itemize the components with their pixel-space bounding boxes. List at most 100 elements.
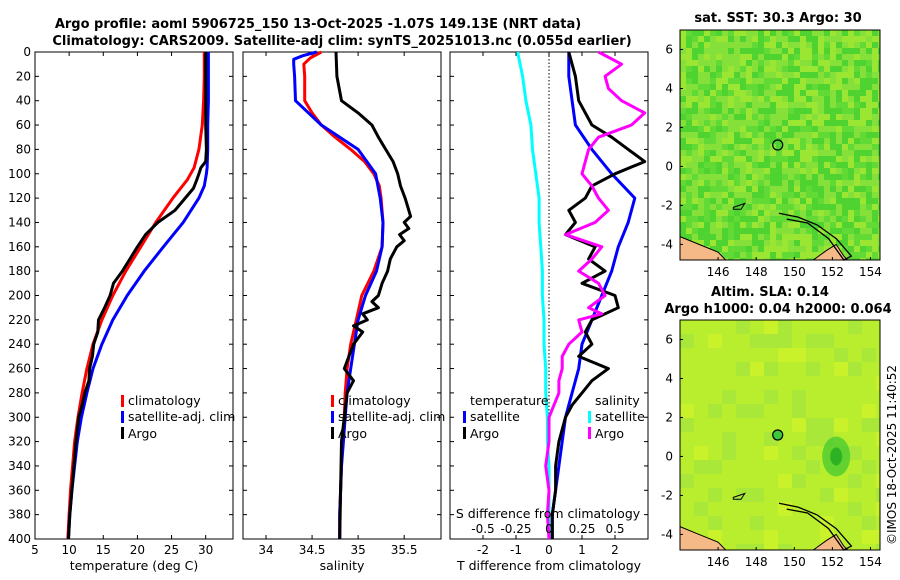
y-tick-label: 120: [8, 191, 31, 205]
map-cell: [770, 126, 776, 132]
map-cell: [788, 222, 794, 228]
map-cell: [752, 252, 758, 258]
map-cell: [728, 90, 734, 96]
map-cell: [764, 234, 770, 240]
map-cell: [794, 252, 800, 258]
map-cell: [770, 30, 776, 36]
map-cell: [764, 168, 770, 174]
map-cell: [842, 78, 848, 84]
map-cell: [860, 216, 866, 222]
map-cell: [800, 156, 806, 162]
map-cell: [794, 84, 800, 90]
map-cell: [746, 138, 752, 144]
map-cell: [878, 78, 880, 84]
map-cell: [722, 114, 728, 120]
map-cell: [848, 48, 854, 54]
map-cell: [842, 210, 848, 216]
map-cell: [848, 474, 862, 488]
map-cell: [692, 90, 698, 96]
map-cell: [734, 72, 740, 78]
map-cell: [782, 84, 788, 90]
map-cell: [806, 90, 812, 96]
sla-map-title-line2: Argo h1000: 0.04 h2000: 0.064: [664, 302, 891, 317]
map-cell: [794, 258, 800, 260]
map-cell: [758, 204, 764, 210]
map-cell: [716, 240, 722, 246]
map-cell: [842, 228, 848, 234]
map-cell: [752, 114, 758, 120]
map-cell: [728, 234, 734, 240]
map-cell: [740, 258, 746, 260]
y-tick-label: 20: [16, 69, 31, 83]
map-cell: [686, 150, 692, 156]
map-cell: [734, 186, 740, 192]
legend-label-temp-satellite: satellite: [470, 409, 520, 424]
map-cell: [872, 198, 878, 204]
map-cell: [704, 222, 710, 228]
map-cell: [788, 84, 794, 90]
map-cell: [812, 186, 818, 192]
map-cell: [722, 168, 728, 174]
map-cell: [800, 252, 806, 258]
map-cell: [818, 204, 824, 210]
map-cell: [854, 90, 860, 96]
map-cell: [872, 102, 878, 108]
map-cell: [764, 198, 770, 204]
map-cell: [752, 48, 758, 54]
map-cell: [854, 162, 860, 168]
map-cell: [686, 204, 692, 210]
map-cell: [716, 30, 722, 36]
map-cell: [758, 216, 764, 222]
map-cell: [820, 334, 834, 348]
map-cell: [792, 446, 806, 460]
map-cell: [764, 84, 770, 90]
map-cell: [818, 240, 824, 246]
map-cell: [686, 42, 692, 48]
map-cell: [860, 90, 866, 96]
map-cell: [788, 186, 794, 192]
map-cell: [866, 246, 872, 252]
lat-tick-label: 4: [665, 371, 673, 385]
map-cell: [680, 174, 686, 180]
map-cell: [740, 186, 746, 192]
series-line-salinity-satellite: [516, 51, 551, 539]
map-cell: [686, 108, 692, 114]
map-cell: [776, 96, 782, 102]
map-cell: [716, 78, 722, 84]
map-cell: [800, 36, 806, 42]
map-cell: [736, 362, 750, 376]
map-cell: [776, 174, 782, 180]
map-cell: [734, 180, 740, 186]
map-cell: [806, 258, 812, 260]
map-cell: [830, 180, 836, 186]
map-cell: [704, 66, 710, 72]
map-cell: [806, 246, 812, 252]
map-cell: [792, 390, 806, 404]
map-cell: [782, 48, 788, 54]
map-cell: [704, 138, 710, 144]
map-cell: [692, 36, 698, 42]
map-cell: [758, 84, 764, 90]
map-cell: [758, 36, 764, 42]
map-cell: [860, 114, 866, 120]
map-cell: [746, 84, 752, 90]
map-cell: [854, 138, 860, 144]
map-cell: [806, 334, 820, 348]
map-cell: [782, 126, 788, 132]
map-cell: [698, 84, 704, 90]
map-cell: [862, 404, 876, 418]
map-cell: [872, 48, 878, 54]
map-cell: [854, 252, 860, 258]
map-cell: [866, 96, 872, 102]
y-tick-label: 260: [8, 362, 31, 376]
map-cell: [788, 144, 794, 150]
legend-title-temperature: temperature: [470, 393, 549, 408]
map-cell: [728, 78, 734, 84]
map-cell: [854, 114, 860, 120]
map-cell: [686, 168, 692, 174]
map-cell: [746, 72, 752, 78]
map-cell: [722, 228, 728, 234]
map-cell: [854, 186, 860, 192]
map-cell: [740, 144, 746, 150]
map-cell: [680, 418, 694, 432]
